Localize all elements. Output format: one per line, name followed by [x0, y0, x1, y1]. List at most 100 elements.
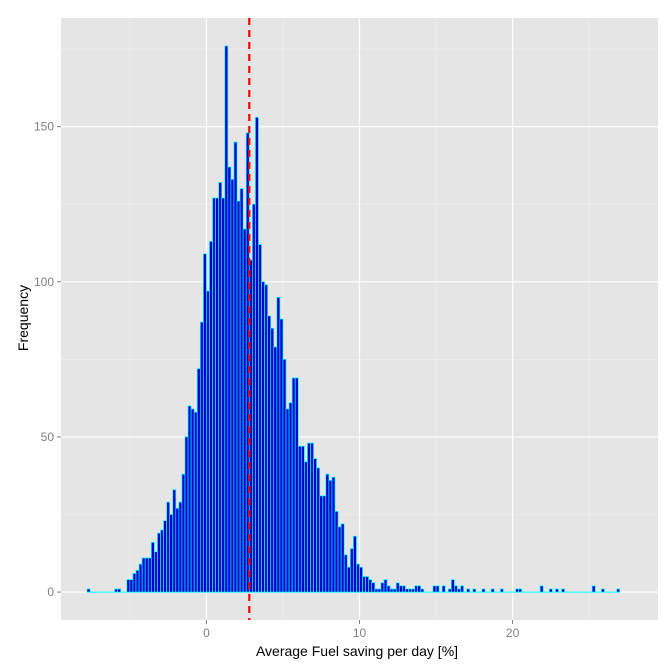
histogram-bar	[227, 166, 232, 593]
histogram-bar	[466, 588, 471, 593]
histogram-bar	[389, 588, 394, 593]
histogram-bar	[365, 576, 370, 593]
histogram-bar	[114, 588, 118, 593]
histogram-bar	[300, 445, 305, 593]
histogram-bar	[441, 585, 446, 593]
histogram-bar	[258, 244, 262, 593]
histogram-bar	[166, 501, 171, 593]
histogram-bar	[515, 588, 520, 593]
histogram-bar	[356, 563, 360, 593]
histogram-bar	[362, 576, 366, 593]
histogram-bar	[288, 402, 293, 593]
histogram-bar	[150, 542, 155, 593]
histogram-bar	[402, 585, 406, 593]
histogram-bar	[374, 588, 379, 593]
histogram-bar	[187, 405, 192, 593]
histogram-bar	[291, 377, 296, 593]
histogram-bar	[236, 200, 241, 593]
histogram-bar	[172, 489, 177, 593]
histogram-bar	[307, 442, 311, 593]
histogram-bar	[233, 141, 238, 593]
histogram-bar	[481, 588, 486, 593]
histogram-bar	[255, 116, 259, 593]
histogram-bar	[340, 523, 345, 593]
histogram-bar	[447, 588, 452, 593]
histogram-bar	[282, 358, 287, 593]
histogram-bar	[405, 588, 409, 593]
histogram-bar	[377, 588, 382, 593]
histogram-bar	[285, 408, 290, 593]
histogram-bar	[420, 588, 425, 593]
y-tick-label: 50	[41, 430, 55, 444]
histogram-bar	[432, 585, 437, 593]
histogram-bar	[270, 327, 275, 593]
histogram-bar	[294, 377, 299, 593]
histogram-bar	[591, 585, 596, 593]
histogram-bar	[203, 253, 207, 593]
histogram-bar	[450, 579, 455, 593]
histogram-bar	[411, 588, 415, 593]
y-tick-label: 150	[34, 120, 54, 134]
histogram-bar	[499, 588, 504, 593]
y-tick-label: 0	[47, 585, 54, 599]
histogram-bar	[251, 203, 256, 593]
histogram-bar	[334, 511, 339, 593]
histogram-bar	[267, 315, 272, 593]
histogram-bar	[157, 532, 161, 593]
histogram-bar	[328, 480, 333, 593]
histogram-bar	[414, 585, 419, 593]
histogram-bar	[129, 579, 134, 593]
histogram-bar	[359, 566, 363, 593]
histogram-bar	[353, 535, 357, 593]
histogram-bar	[322, 495, 327, 593]
histogram-bar	[215, 197, 220, 593]
histogram-bar	[242, 228, 247, 593]
histogram-bar	[138, 563, 143, 593]
histogram-bar	[304, 461, 308, 593]
histogram-bar	[206, 290, 210, 593]
histogram-bar	[178, 501, 183, 593]
histogram-bar	[325, 473, 330, 593]
histogram-bar	[319, 495, 324, 593]
histogram-bar	[616, 588, 621, 593]
histogram-bar	[279, 318, 284, 593]
histogram-bar	[273, 346, 278, 593]
histogram-bar	[310, 442, 314, 593]
histogram-bar	[261, 281, 265, 593]
histogram-bar	[193, 411, 198, 593]
x-tick-label: 0	[203, 626, 210, 640]
histogram-bar	[147, 557, 152, 593]
histogram-bar	[472, 588, 477, 593]
histogram-bar	[218, 182, 223, 593]
histogram-bar	[144, 557, 149, 593]
histogram-bar	[349, 548, 354, 593]
histogram-bar	[539, 585, 544, 593]
histogram-bar	[154, 551, 158, 593]
histogram-bar	[555, 588, 559, 593]
histogram-bar	[392, 588, 397, 593]
histogram-bar	[169, 514, 174, 593]
histogram-bar	[135, 570, 140, 593]
histogram-bar	[457, 588, 461, 593]
histogram-bar	[212, 197, 216, 593]
x-tick-label: 20	[506, 626, 520, 640]
histogram-bar	[297, 445, 302, 593]
histogram-bar	[398, 585, 403, 593]
histogram-bar	[132, 573, 137, 593]
x-axis-title: Average Fuel saving per day [%]	[256, 643, 458, 659]
histogram-bar	[408, 588, 412, 593]
histogram-bar	[371, 582, 376, 593]
histogram-bar	[141, 557, 146, 593]
histogram-bar	[230, 179, 235, 593]
histogram-bar	[175, 507, 180, 593]
histogram-bar	[395, 582, 400, 593]
y-tick-label: 100	[34, 275, 54, 289]
y-axis-title: Frequency	[15, 285, 31, 351]
histogram-bar	[126, 579, 131, 593]
histogram-bar	[163, 520, 167, 593]
histogram-bar	[239, 188, 244, 593]
histogram-bar	[337, 526, 342, 593]
histogram-bar	[383, 579, 388, 593]
histogram-bar	[276, 296, 281, 593]
histogram-bar	[386, 585, 391, 593]
